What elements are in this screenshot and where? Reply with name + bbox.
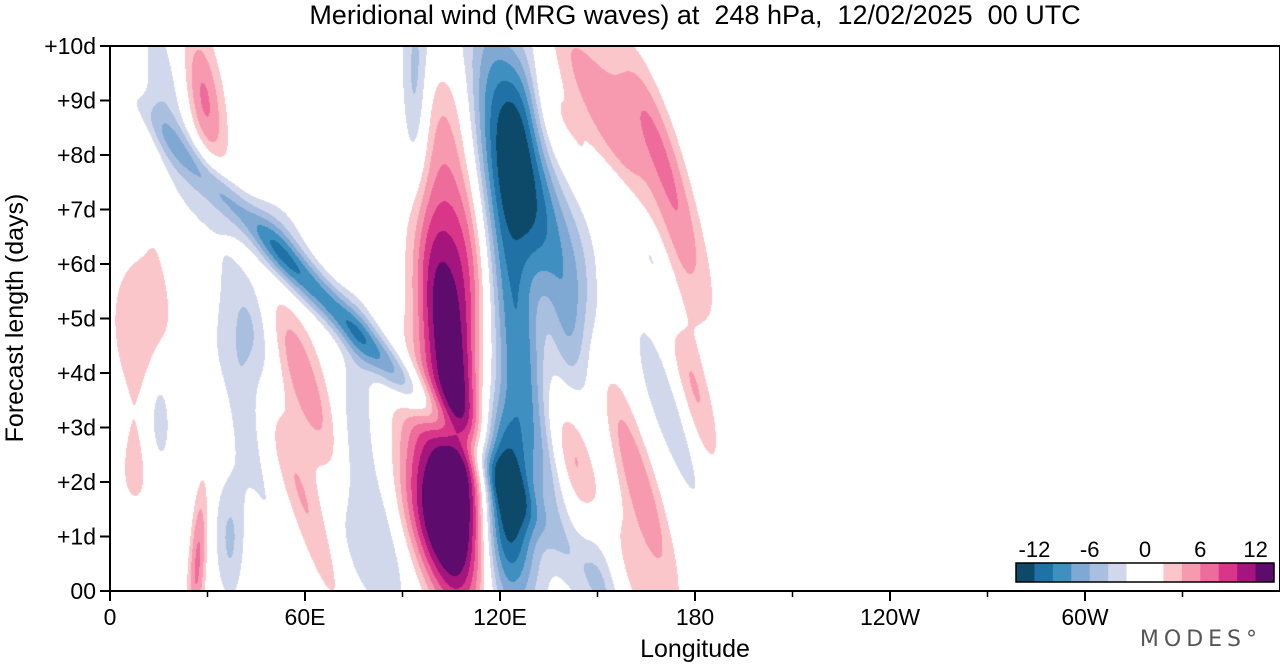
colorbar-tick-label: 6 (1194, 537, 1206, 562)
colorbar-segment (1126, 563, 1164, 582)
x-tick-label: 180 (676, 604, 714, 630)
y-tick-label: +7d (57, 197, 96, 223)
x-axis-label: Longitude (640, 635, 750, 663)
colorbar-tick-label: 12 (1243, 537, 1267, 562)
colorbar-segment (1255, 563, 1275, 582)
y-tick-label: 00 (70, 578, 96, 604)
y-tick-label: +4d (57, 360, 96, 386)
colorbar: -12 -6 0 6 12 (1015, 537, 1275, 583)
colorbar-segment (1071, 563, 1091, 582)
colorbar-segment (1034, 563, 1054, 582)
x-tick-label: 120W (860, 604, 920, 630)
brand-watermark: MODES° (1140, 627, 1262, 652)
y-tick-label: +10d (44, 33, 96, 59)
colorbar-segment (1218, 563, 1238, 582)
x-tick-label: 60E (285, 604, 326, 630)
colorbar-tick-label: 0 (1139, 537, 1151, 562)
colorbar-segment (1089, 563, 1109, 582)
y-axis-label: Forecast length (days) (1, 194, 29, 443)
colorbar-segment (1052, 563, 1072, 582)
colorbar-tick-label: -6 (1080, 537, 1100, 562)
plot-area (110, 46, 1280, 591)
colorbar-segment (1200, 563, 1220, 582)
colorbar-tick-label: -12 (1019, 537, 1051, 562)
colorbar-segment (1181, 563, 1201, 582)
colorbar-frame (1015, 562, 1275, 583)
y-axis: 00 +1d +2d +3d +4d +5d +6d +7d +8d +9d +10d (44, 33, 110, 604)
colorbar-segment (1016, 563, 1035, 582)
y-tick-label: +2d (57, 469, 96, 495)
chart-title: Meridional wind (MRG waves) at 248 hPa, … (309, 0, 1080, 30)
y-tick-label: +1d (57, 524, 96, 550)
y-tick-label: +6d (57, 251, 96, 277)
colorbar-segment (1108, 563, 1127, 582)
y-tick-label: +5d (57, 306, 96, 332)
x-tick-label: 120E (473, 604, 527, 630)
x-tick-label: 60W (1061, 604, 1109, 630)
colorbar-segment (1237, 563, 1256, 582)
wind-field (110, 46, 1280, 591)
y-tick-label: +8d (57, 142, 96, 168)
y-tick-label: +3d (57, 415, 96, 441)
colorbar-segment (1163, 563, 1183, 582)
x-axis: 0 60E 120E 180 120W 60W (104, 591, 1184, 630)
x-tick-label: 0 (104, 604, 117, 630)
y-tick-label: +9d (57, 88, 96, 114)
